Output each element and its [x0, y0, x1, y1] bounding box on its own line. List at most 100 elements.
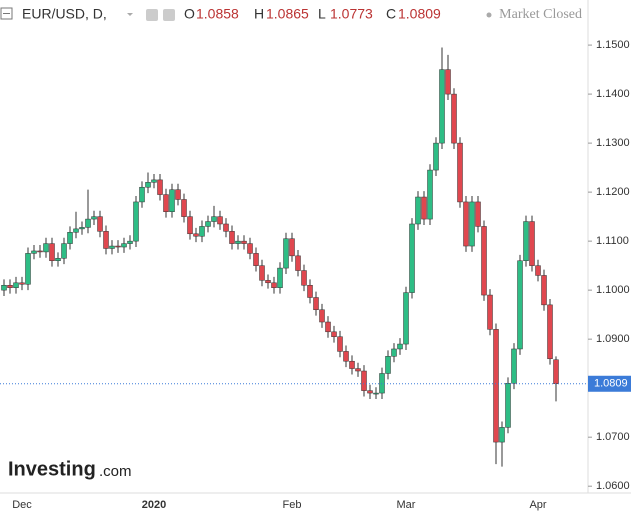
candle-body	[499, 427, 505, 443]
candle-body	[169, 189, 175, 212]
candle-body	[439, 69, 445, 144]
candle-body	[73, 228, 79, 233]
candle-body	[139, 186, 145, 203]
candle-body	[517, 260, 523, 350]
candle-body	[19, 282, 25, 285]
candle-body	[553, 359, 559, 385]
y-tick-label: 1.0600	[596, 480, 630, 492]
candle-body	[211, 216, 217, 222]
symbol: EUR/USD, D,	[22, 6, 107, 22]
ohlc-label: O	[184, 6, 195, 22]
y-tick-label: 1.0700	[596, 431, 630, 443]
candle-body	[373, 392, 379, 395]
candle-body	[37, 250, 43, 253]
candle-body	[469, 201, 475, 247]
candle-body	[319, 309, 325, 323]
candle-body	[265, 280, 271, 284]
x-tick-label: 2020	[142, 499, 166, 511]
candle-body	[25, 253, 31, 285]
ohlc-value: 1.0773	[330, 6, 373, 22]
candle-body	[205, 221, 211, 227]
candle-body	[109, 245, 115, 249]
candle-body	[259, 265, 265, 281]
candle-body	[313, 297, 319, 311]
y-tick-label: 1.1100	[596, 235, 629, 247]
candle-body	[193, 233, 199, 237]
candle-body	[31, 250, 37, 254]
candle-body	[391, 348, 397, 357]
candle-body	[523, 221, 529, 261]
candle-body	[247, 243, 253, 254]
ohlc-value: 1.0858	[196, 6, 239, 22]
ohlc-label: L	[318, 6, 326, 22]
candle-body	[397, 343, 403, 350]
candle-body	[103, 231, 109, 249]
dropdown-arrow[interactable]	[127, 13, 133, 16]
status-dot	[486, 12, 492, 18]
y-tick-label: 1.1400	[596, 88, 630, 100]
candle-body	[541, 275, 547, 306]
market-status: Market Closed	[499, 7, 582, 22]
candle-body	[229, 231, 235, 244]
candle-body	[7, 284, 13, 288]
candle-body	[355, 368, 361, 372]
candle-body	[307, 284, 313, 298]
candle-body	[511, 348, 517, 384]
candle-body	[67, 232, 73, 244]
candle-body	[433, 142, 439, 171]
collapse-icon[interactable]	[0, 7, 13, 20]
candle-body	[253, 253, 259, 266]
candle-body	[49, 243, 55, 261]
candle-body	[283, 238, 289, 269]
candle-body	[361, 370, 367, 391]
candle-body	[181, 199, 187, 217]
candle-body	[91, 216, 97, 220]
candle-body	[289, 238, 295, 257]
candle-body	[175, 189, 181, 200]
x-tick-label: Dec	[12, 499, 32, 511]
candle-body	[85, 218, 91, 228]
candle-body	[445, 69, 451, 95]
candle-body	[535, 265, 541, 276]
candle-body	[415, 196, 421, 225]
y-tick-label: 1.1300	[596, 137, 630, 149]
candle-body	[529, 221, 535, 266]
candle-body	[403, 292, 409, 345]
candle-body	[481, 226, 487, 296]
candle-body	[493, 329, 499, 443]
settings-icon[interactable]	[146, 9, 158, 21]
candle-body	[235, 240, 241, 244]
add-icon[interactable]	[163, 9, 175, 21]
candle-body	[157, 179, 163, 195]
candle-body	[61, 243, 67, 259]
ohlc-label: C	[386, 6, 396, 22]
ohlc-value: 1.0865	[266, 6, 309, 22]
candle-body	[475, 201, 481, 227]
y-tick-label: 1.1000	[596, 284, 630, 296]
y-tick-label: 1.1500	[596, 39, 630, 51]
candle-body	[121, 243, 127, 248]
candle-body	[97, 216, 103, 232]
candle-body	[301, 270, 307, 286]
ohlc-value: 1.0809	[398, 6, 441, 22]
candle-body	[13, 282, 19, 288]
ohlc-label: H	[254, 6, 264, 22]
candle-body	[337, 336, 343, 352]
x-tick-label: Apr	[529, 499, 546, 511]
candle-body	[55, 258, 61, 261]
candle-body	[505, 383, 511, 428]
candle-body	[421, 196, 427, 220]
x-tick-label: Feb	[283, 499, 302, 511]
candle-body	[223, 223, 229, 232]
candle-body	[331, 331, 337, 337]
candle-body	[457, 142, 463, 203]
candle-body	[547, 304, 553, 360]
candle-body	[133, 201, 139, 242]
candle-body	[451, 93, 457, 144]
candle-body	[487, 294, 493, 330]
candle-body	[427, 169, 433, 220]
candle-body	[295, 255, 301, 271]
candle-body	[127, 240, 133, 244]
candle-body	[151, 179, 157, 183]
